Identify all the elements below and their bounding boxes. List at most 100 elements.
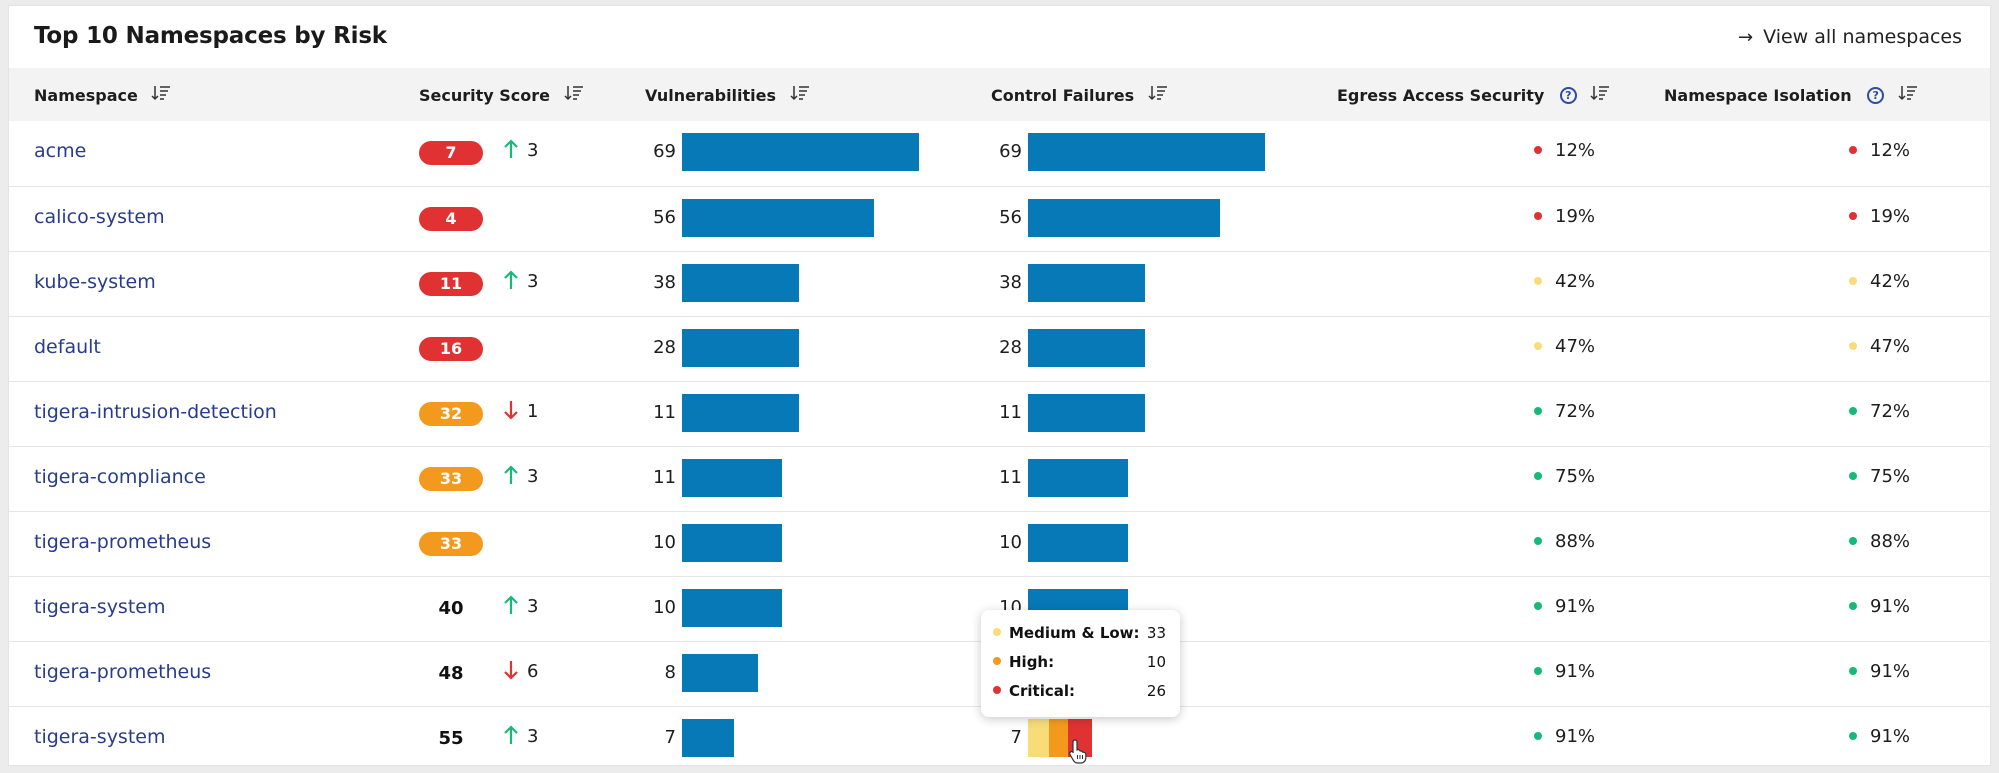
control-failures-bar[interactable]	[1028, 199, 1220, 237]
help-icon[interactable]: ?	[1559, 86, 1577, 104]
medium-low-segment[interactable]	[1028, 719, 1049, 757]
namespace-isolation-value: 88%	[1849, 531, 1910, 552]
help-icon[interactable]: ?	[1867, 86, 1885, 104]
namespace-link[interactable]: calico-system	[34, 206, 165, 228]
tooltip-value: 10	[1146, 653, 1166, 671]
high-segment[interactable]	[1049, 719, 1068, 757]
security-score-badge: 33	[419, 467, 483, 491]
control-failures-bar[interactable]	[1028, 329, 1145, 367]
vulnerabilities-count: 28	[653, 337, 676, 358]
security-score-badge: 33	[419, 532, 483, 556]
vulnerabilities-bar[interactable]	[682, 719, 734, 757]
control-failures-bar[interactable]	[1028, 524, 1128, 562]
column-header-vulnerabilities[interactable]: Vulnerabilities	[645, 86, 810, 105]
namespace-link[interactable]: tigera-prometheus	[34, 661, 212, 683]
vulnerabilities-bar[interactable]	[682, 199, 874, 237]
isolation-percent: 12%	[1870, 140, 1911, 161]
control-failures-bar[interactable]	[1028, 133, 1265, 171]
table-row: tigera-prometheus 33 10 10 88% 88%	[9, 511, 1990, 576]
column-header-namespace[interactable]: Namespace	[34, 86, 171, 105]
sort-icon[interactable]	[1148, 85, 1168, 105]
vulnerabilities-count: 69	[653, 141, 676, 162]
severity-tooltip: Medium & Low: 33 High: 10 Critical: 26	[981, 610, 1180, 717]
namespace-link[interactable]: acme	[34, 140, 87, 162]
sort-icon[interactable]	[1590, 85, 1610, 105]
status-dot	[1534, 471, 1542, 480]
column-header-security-score[interactable]: Security Score	[419, 86, 584, 105]
vulnerabilities-bar[interactable]	[682, 264, 799, 302]
namespace-link[interactable]: default	[34, 336, 101, 358]
arrow-up-icon	[503, 270, 527, 292]
isolation-percent: 91%	[1870, 661, 1911, 682]
control-failures-bar[interactable]	[1028, 459, 1128, 497]
status-dot	[1849, 145, 1857, 154]
trend-value: 3	[527, 466, 539, 487]
score-trend: 3	[503, 725, 539, 747]
arrow-right-icon: →	[1738, 27, 1754, 48]
vulnerabilities-count: 38	[653, 272, 676, 293]
view-all-namespaces-link[interactable]: → View all namespaces	[1738, 26, 1962, 48]
vulnerabilities-count: 11	[653, 402, 676, 423]
namespace-link[interactable]: tigera-system	[34, 596, 166, 618]
sort-icon[interactable]	[790, 85, 810, 105]
control-failures-bar[interactable]	[1028, 394, 1145, 432]
table-row: kube-system 11 3 38 38 42% 42%	[9, 251, 1990, 316]
trend-value: 3	[527, 726, 539, 747]
control-failures-count: 38	[999, 272, 1022, 293]
namespace-link[interactable]: tigera-system	[34, 726, 166, 748]
namespace-link[interactable]: tigera-prometheus	[34, 531, 212, 553]
namespaces-risk-card: Top 10 Namespaces by Risk → View all name…	[8, 5, 1991, 766]
tooltip-dot	[993, 657, 1001, 665]
tooltip-value: 26	[1146, 682, 1166, 700]
column-header-control-failures[interactable]: Control Failures	[991, 86, 1168, 105]
security-score: 40	[438, 598, 464, 619]
status-dot	[1534, 666, 1542, 675]
security-score-badge: 11	[419, 272, 483, 296]
score-trend: 3	[503, 465, 539, 487]
vulnerabilities-bar[interactable]	[682, 394, 799, 432]
tooltip-label: Medium & Low:	[1009, 624, 1140, 642]
namespace-isolation-value: 72%	[1849, 401, 1910, 422]
sort-icon[interactable]	[1898, 85, 1918, 105]
control-failures-bar[interactable]	[1028, 264, 1145, 302]
column-header-egress-access-security[interactable]: Egress Access Security ?	[1337, 86, 1610, 105]
score-trend: 6	[503, 661, 538, 682]
egress-percent: 72%	[1555, 401, 1596, 422]
control-failures-count: 28	[999, 337, 1022, 358]
status-dot	[1534, 536, 1542, 545]
namespace-isolation-value: 91%	[1849, 726, 1910, 747]
arrow-up-icon	[503, 725, 527, 747]
column-header-namespace-isolation[interactable]: Namespace Isolation ?	[1664, 86, 1918, 105]
arrow-up-icon	[503, 465, 527, 487]
namespace-link[interactable]: tigera-intrusion-detection	[34, 401, 277, 423]
sort-icon[interactable]	[151, 85, 171, 105]
status-dot	[1849, 601, 1857, 610]
egress-percent: 47%	[1555, 336, 1596, 357]
status-dot	[1849, 666, 1857, 675]
namespace-link[interactable]: tigera-compliance	[34, 466, 206, 488]
namespace-link[interactable]: kube-system	[34, 271, 156, 293]
column-header-namespace-label: Namespace	[34, 86, 138, 105]
vulnerabilities-count: 56	[653, 207, 676, 228]
arrow-up-icon	[503, 595, 527, 617]
control-failures-count: 69	[999, 141, 1022, 162]
vulnerabilities-bar[interactable]	[682, 329, 799, 367]
vulnerabilities-bar[interactable]	[682, 524, 782, 562]
namespace-isolation-value: 47%	[1849, 336, 1910, 357]
trend-value: 3	[527, 596, 539, 617]
vulnerabilities-bar[interactable]	[682, 654, 758, 692]
namespace-isolation-value: 12%	[1849, 140, 1910, 161]
status-dot	[1534, 406, 1542, 415]
vulnerabilities-bar[interactable]	[682, 459, 782, 497]
column-header-control-failures-label: Control Failures	[991, 86, 1135, 105]
vulnerabilities-bar[interactable]	[682, 133, 919, 171]
tooltip-label: Critical:	[1009, 682, 1076, 700]
vulnerabilities-bar[interactable]	[682, 589, 782, 627]
egress-access-security-value: 47%	[1534, 336, 1595, 357]
sort-icon[interactable]	[564, 85, 584, 105]
status-dot	[1849, 731, 1857, 740]
tooltip-dot	[993, 628, 1001, 636]
control-failures-count: 10	[999, 532, 1022, 553]
namespace-isolation-value: 91%	[1849, 661, 1910, 682]
status-dot	[1849, 536, 1857, 545]
